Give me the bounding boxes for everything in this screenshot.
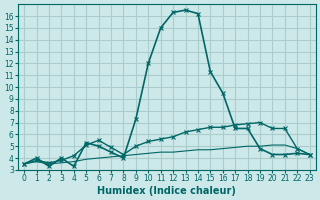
X-axis label: Humidex (Indice chaleur): Humidex (Indice chaleur) bbox=[98, 186, 236, 196]
